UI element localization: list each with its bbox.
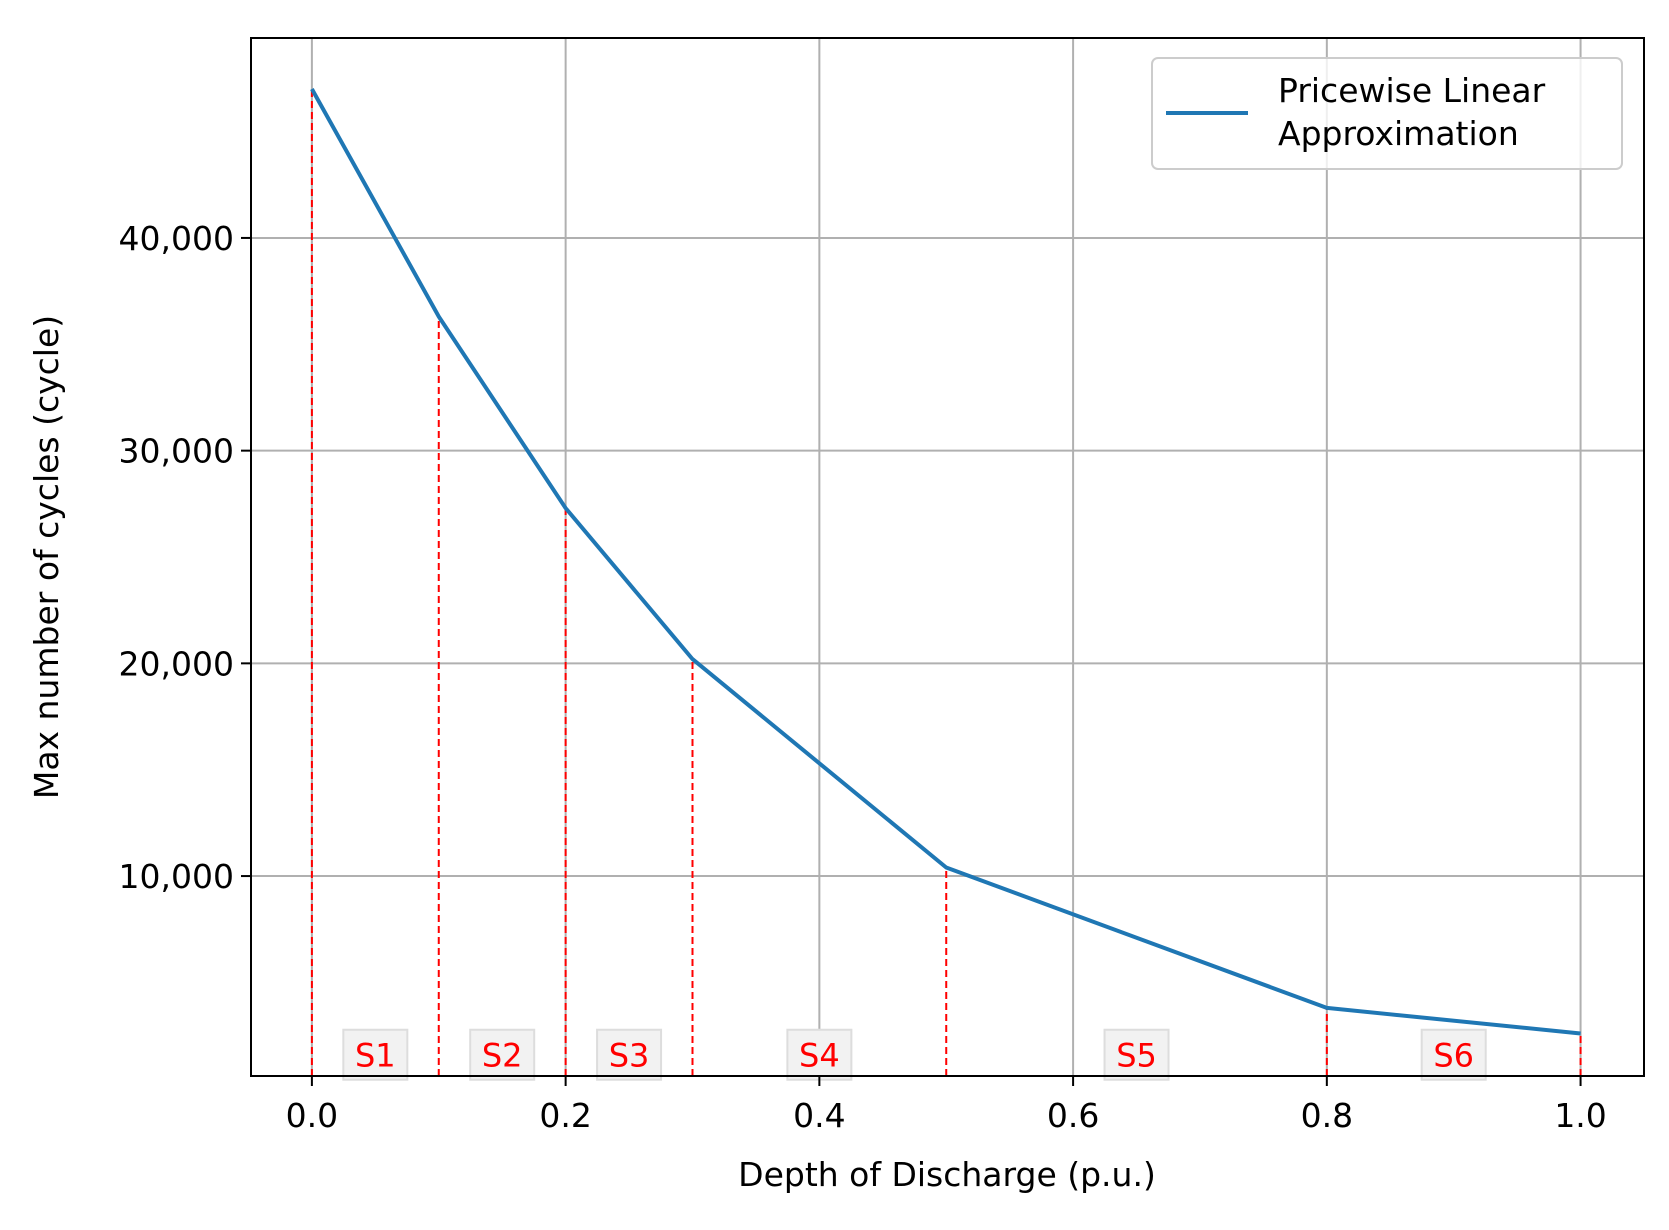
series (310, 88, 1581, 1036)
x-tick-label: 0.0 (286, 1096, 338, 1135)
x-tick-label: 1.0 (1554, 1096, 1606, 1135)
legend-box (1151, 57, 1623, 170)
y-tick-label: 10,000 (119, 857, 234, 896)
x-tick-label: 0.8 (1301, 1096, 1353, 1135)
segment-label-text: S3 (609, 1037, 650, 1075)
segment-label-box (1420, 1028, 1487, 1081)
y-tick-label: 30,000 (119, 432, 234, 471)
legend-label: Pricewise Linear Approximation (1278, 71, 1556, 153)
plot-frame (250, 37, 1645, 1077)
segment-label-box (1103, 1028, 1170, 1081)
segment-label: S4 (786, 1028, 853, 1081)
segment-label-text: S2 (482, 1037, 523, 1075)
y-tick-label: 40,000 (119, 219, 234, 258)
x-axis: 0.0 0.2 0.4 0.6 0.8 1.0 (286, 1076, 1607, 1135)
segment-label: S2 (469, 1028, 536, 1081)
y-axis-title: Max number of cycles (cycle) (27, 315, 66, 799)
legend-label-line-2: Approximation (1278, 114, 1519, 153)
segment-label-text: S5 (1116, 1037, 1157, 1075)
segment-label: S3 (596, 1028, 663, 1081)
segment-label-text: S4 (799, 1037, 840, 1075)
breakpoint-lines (310, 89, 1582, 1076)
segment-label-text: S1 (355, 1037, 396, 1075)
segment-label: S1 (342, 1028, 409, 1081)
segment-label-box (342, 1028, 409, 1081)
x-axis-title: Depth of Discharge (p.u.) (738, 1155, 1156, 1194)
x-tick-label: 0.2 (539, 1096, 591, 1135)
segment-label: S6 (1420, 1028, 1487, 1081)
legend-label-line-1: Pricewise Linear (1278, 71, 1546, 110)
series-line (310, 88, 1581, 1036)
x-tick-label: 0.4 (793, 1096, 845, 1135)
legend: Pricewise Linear Approximation (1151, 57, 1623, 170)
segment-label-text: S6 (1433, 1037, 1474, 1075)
y-tick-label: 20,000 (119, 644, 234, 683)
x-tick-label: 0.6 (1047, 1096, 1099, 1135)
segment-label-box (596, 1028, 663, 1081)
y-axis: 10,000 20,000 30,000 40,000 (119, 219, 251, 896)
segment-label-box (469, 1028, 536, 1081)
segment-label: S5 (1103, 1028, 1170, 1081)
segment-labels: S1 S2 S3 S4 S5 S6 (342, 1028, 1487, 1081)
